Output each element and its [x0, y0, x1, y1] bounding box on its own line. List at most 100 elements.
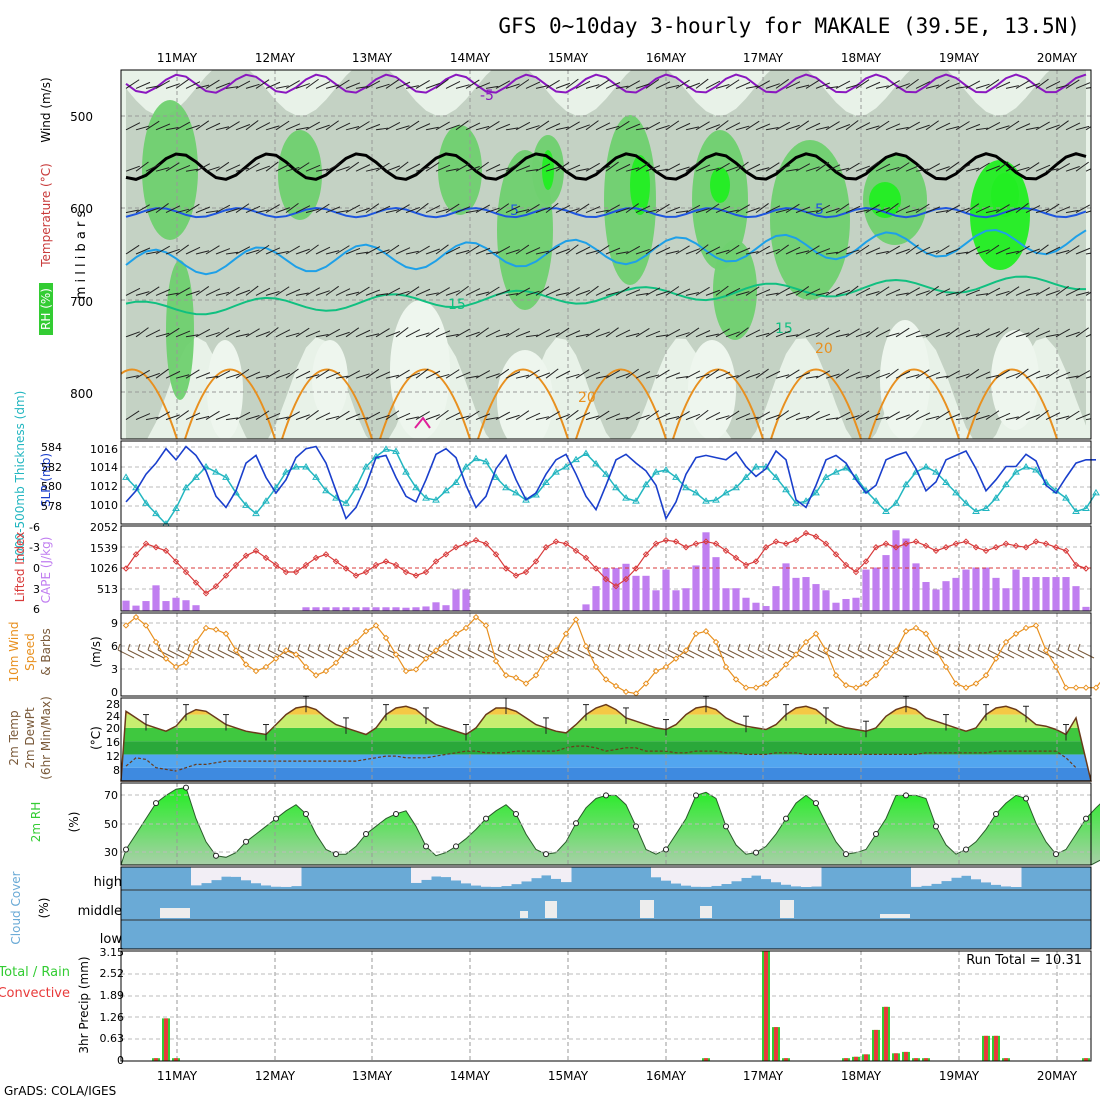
cape-bar: [302, 607, 310, 611]
wind-barb: [185, 168, 199, 172]
slp-line: [125, 445, 1096, 521]
wind-barb: [1035, 244, 1049, 255]
wind-speed-point: [1052, 663, 1060, 671]
wind-barb: [825, 417, 839, 421]
cape-bar: [912, 563, 920, 611]
lifted-index-point: [132, 551, 140, 558]
wind-barb: [1065, 375, 1079, 379]
wind-barb: [325, 84, 340, 89]
wind-barb: [815, 82, 831, 89]
surface-wind-barb: [177, 649, 195, 659]
wind-barb: [145, 85, 159, 89]
wind-barb: [765, 414, 780, 421]
panel-outline-cape: [120, 525, 1092, 612]
wind-barb: [465, 209, 479, 214]
thickness-point: [782, 485, 790, 493]
thickness-point: [652, 468, 660, 475]
wind-barb: [475, 291, 490, 296]
wind-barb: [135, 327, 149, 338]
surface-wind-barb-flag: [727, 643, 731, 651]
wind-barb: [765, 162, 780, 172]
wind-barb: [215, 204, 231, 214]
wind-barb: [255, 165, 271, 172]
rh-unit: (%): [67, 812, 81, 833]
wind-barb: [185, 369, 200, 379]
wind-barb: [135, 291, 150, 296]
wind-barb: [255, 287, 271, 296]
rh-point: [183, 784, 189, 791]
wind-barb: [405, 120, 420, 131]
wind-barb: [455, 371, 471, 379]
wind-barb: [795, 163, 811, 172]
surface-wind-barb: [407, 649, 425, 659]
wind-barb: [945, 370, 961, 379]
surface-wind-barb-flag: [1077, 643, 1081, 651]
dewpoint-line: [125, 745, 1077, 772]
cape-bar: [1002, 588, 1010, 611]
lifted-index-point: [312, 554, 320, 562]
surface-wind-barb-flag: [617, 643, 621, 651]
wind-barb: [355, 121, 370, 131]
surface-wind-barb-flag: [957, 643, 961, 651]
high-cloud-gap: [721, 867, 732, 885]
precip-panel: [121, 951, 1091, 1061]
wind-barb: [1075, 161, 1089, 172]
high-cloud-gap: [951, 867, 962, 878]
wind-barb: [605, 291, 620, 296]
thickness-point: [752, 462, 760, 470]
wind-barb: [925, 250, 940, 255]
precip-tick-252: 2.52: [100, 967, 125, 980]
surface-wind-barb: [917, 649, 935, 659]
wind-tick-3: 3: [111, 663, 118, 676]
rh-point: [963, 846, 969, 853]
precip-conv-bar: [864, 1054, 868, 1061]
surface-wind-barb: [1027, 649, 1045, 659]
wind-barb: [865, 125, 880, 131]
wind-barb: [445, 168, 459, 172]
wind-barb: [715, 84, 730, 89]
wind-barb: [395, 327, 409, 338]
surface-wind-barb-flag: [657, 643, 661, 651]
wind-barb: [155, 203, 169, 214]
lifted-index-point: [542, 544, 550, 551]
thickness-point: [152, 509, 160, 517]
high-cloud-gap: [981, 867, 992, 883]
wind-barb: [615, 251, 629, 255]
wind-barb: [565, 244, 579, 255]
mid-cloud-gap: [780, 900, 794, 918]
wind-barb: [1075, 204, 1091, 214]
precip-ylabel: 3hr Precip (mm): [77, 956, 91, 1053]
wind-barb: [505, 249, 520, 255]
surface-wind-barb: [317, 649, 335, 659]
surface-wind-barb-flag: [327, 643, 331, 651]
wind-speed-point: [622, 688, 630, 696]
wind-barb: [955, 373, 970, 379]
wind-barb: [405, 416, 419, 421]
surface-wind-barb: [857, 649, 875, 659]
wind-barb: [975, 371, 991, 379]
high-cloud-gap: [651, 867, 662, 878]
lifted-index-point: [332, 558, 340, 565]
wind-barb: [195, 328, 211, 338]
thickness-point: [392, 447, 400, 454]
wind-barb: [345, 82, 361, 89]
wind-barb: [265, 327, 279, 338]
wind-barb: [675, 79, 690, 89]
surface-wind-barb-flag: [317, 643, 321, 651]
rh-patch: [166, 260, 194, 400]
cape-bar: [192, 605, 200, 611]
wind-barb: [1025, 82, 1040, 89]
lifted-index-point: [582, 554, 590, 562]
wind-speed-point: [822, 647, 830, 654]
rh-patch: [497, 150, 553, 310]
cape-bar: [312, 607, 320, 611]
wind-barb: [995, 204, 1010, 214]
wind-speed-point: [302, 663, 310, 671]
wind-barb: [205, 410, 220, 421]
wind-barb: [805, 410, 820, 421]
thickness-point: [742, 473, 750, 480]
rh-point: [903, 792, 909, 799]
wind-barb: [795, 250, 810, 255]
wind-barb: [125, 122, 141, 131]
wind-barb: [955, 207, 970, 214]
